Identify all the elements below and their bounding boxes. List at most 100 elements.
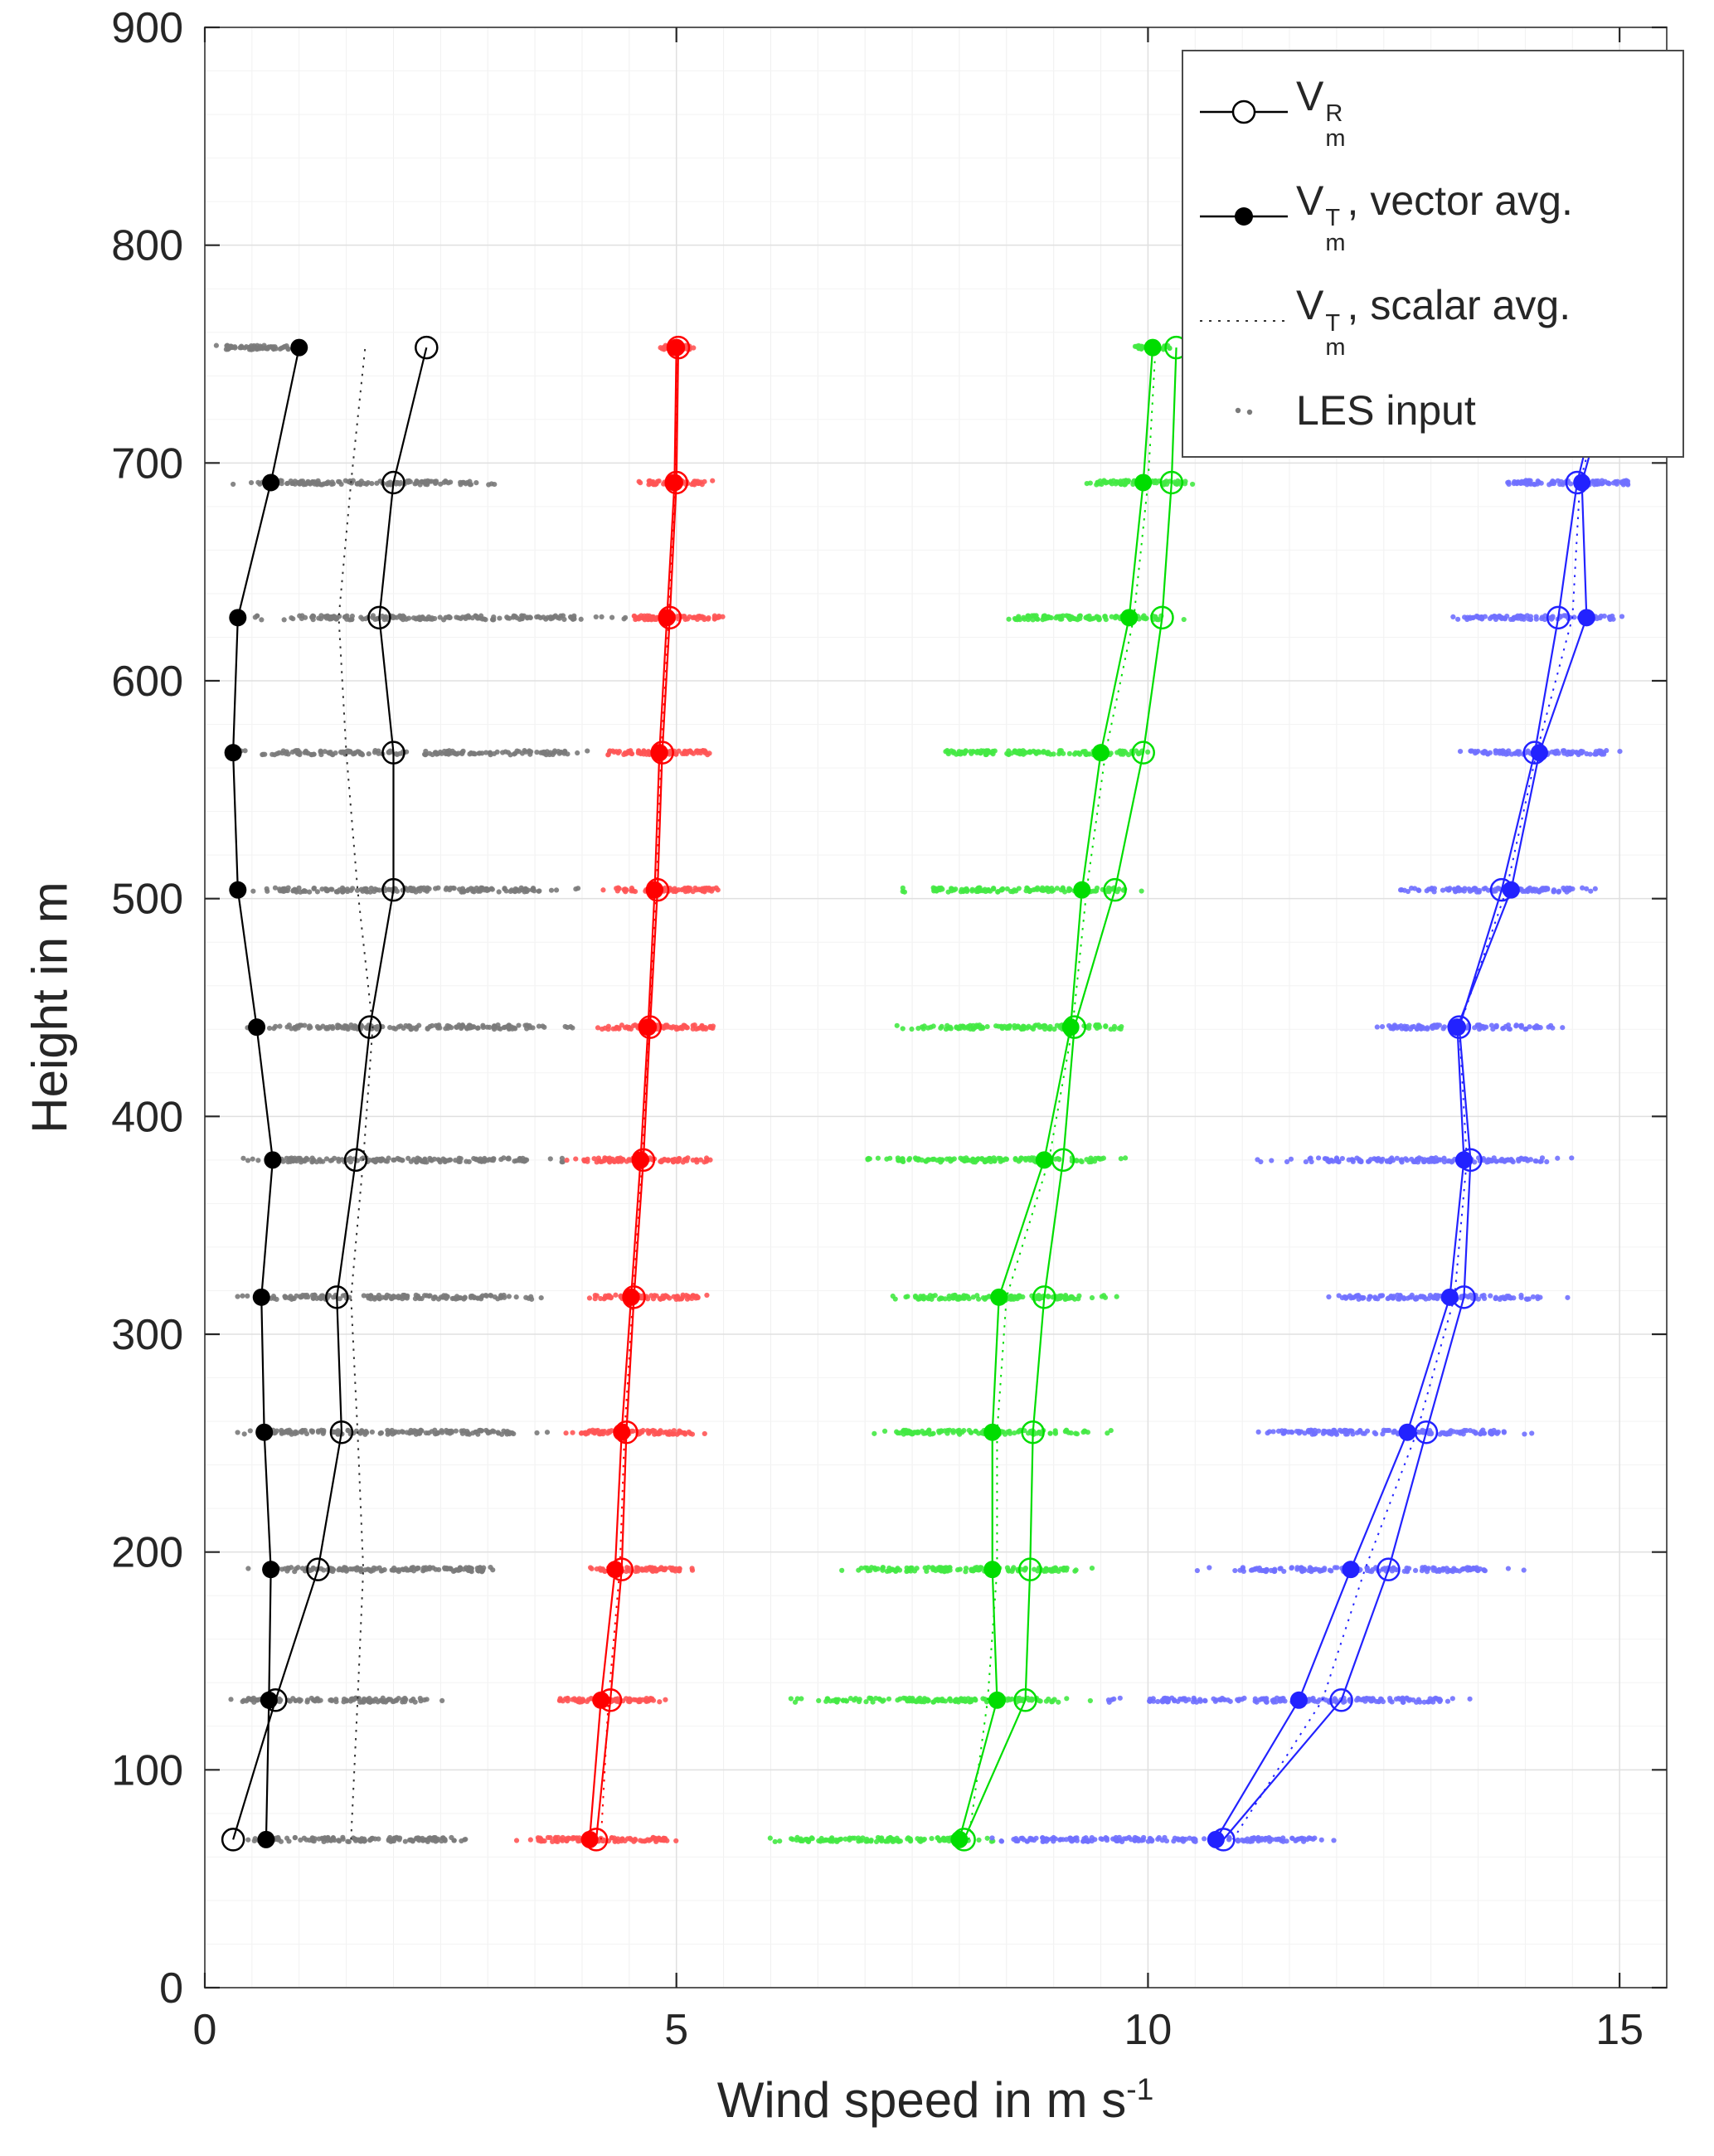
x-tick-label: 10 [1124, 2006, 1172, 2054]
marker-vmt-blue [1577, 609, 1595, 627]
marker-vmt-green [983, 1561, 1002, 1579]
y-tick-labels: 0 100 200 300 400 500 600 700 800 900 [111, 4, 183, 2013]
marker-vmt-black [224, 744, 242, 762]
y-tick-label: 800 [111, 222, 183, 270]
marker-vmr-black [306, 1557, 330, 1581]
marker-vmr-green [1017, 1557, 1042, 1581]
grid-major [205, 27, 1667, 1988]
marker-vmt-red [639, 1018, 658, 1037]
marker-vmt-blue [1573, 473, 1591, 492]
marker-vmt-green [1073, 881, 1091, 899]
marker-vmt-red [658, 609, 676, 627]
y-tick-label: 100 [111, 1746, 183, 1794]
marker-vmt-red [613, 1423, 631, 1441]
scatter-dots-icon [1198, 392, 1296, 429]
y-tick-label: 200 [111, 1529, 183, 1577]
marker-vmt-black [257, 1830, 275, 1848]
marker-vmr-black [415, 335, 439, 360]
marker-vmt-black [229, 881, 247, 899]
marker-vmt-blue [1398, 1423, 1416, 1441]
dotted-line-icon [1198, 303, 1296, 339]
filled-circle-line-icon [1198, 198, 1296, 235]
x-axis-label-text: Wind speed in m s [716, 2072, 1127, 2128]
marker-vmr-black [381, 470, 405, 495]
marker-vmr-black [367, 605, 391, 630]
x-tick-label: 15 [1595, 2006, 1644, 2054]
marker-vmt-green [1120, 609, 1139, 627]
marker-vmt-red [668, 338, 686, 357]
marker-vmt-green [1143, 338, 1162, 357]
y-tick-label: 600 [111, 658, 183, 706]
x-tick-label: 5 [664, 2006, 688, 2054]
open-circle-line-icon [1198, 94, 1296, 130]
marker-vmt-blue [1530, 744, 1548, 762]
marker-vmt-blue [1502, 881, 1520, 899]
marker-vmt-red [622, 1288, 640, 1306]
marker-vmr-green [1032, 1285, 1056, 1309]
marker-vmt-green [1061, 1018, 1080, 1037]
marker-vmr-red [666, 335, 691, 360]
axes [203, 26, 1668, 1989]
marker-vmt-blue [1207, 1830, 1225, 1848]
marker-vmr-blue [1377, 1557, 1401, 1581]
y-axis-label: Height in m [22, 881, 78, 1134]
marker-vmr-green [1131, 741, 1155, 765]
les-scatter-black [213, 342, 629, 1845]
marker-vmr-black [343, 1148, 368, 1173]
legend-label: LES input [1296, 386, 1476, 434]
marker-vmr-black [357, 1015, 382, 1039]
marker-vmt-red [631, 1151, 649, 1169]
profiles-blue [1207, 335, 1629, 1852]
marker-vmt-red [580, 1830, 599, 1848]
marker-vmt-green [950, 1830, 969, 1848]
marker-vmr-green [1021, 1420, 1045, 1445]
y-tick-label: 300 [111, 1311, 183, 1359]
marker-vmr-blue [1546, 605, 1571, 630]
marker-vmr-blue [1329, 1688, 1353, 1712]
marker-vmt-red [606, 1561, 624, 1579]
marker-vmr-black [381, 741, 405, 765]
marker-vmr-black [324, 1285, 349, 1309]
marker-vmt-blue [1342, 1561, 1360, 1579]
marker-vmt-blue [1448, 1018, 1466, 1037]
profiles-black [221, 335, 439, 1852]
profiles-red [580, 335, 691, 1852]
marker-vmr-green [1150, 605, 1174, 630]
marker-vmt-black [255, 1423, 274, 1441]
marker-vmr-green [1013, 1688, 1037, 1712]
marker-vmt-black [262, 1561, 280, 1579]
y-tick-label: 700 [111, 439, 183, 488]
marker-vmt-black [264, 1151, 282, 1169]
profiles-green [950, 335, 1188, 1852]
legend-subscript: m [1325, 125, 1346, 153]
les-scatter-green [767, 342, 1196, 1845]
marker-vmt-black [252, 1288, 270, 1306]
marker-vmt-green [1035, 1151, 1053, 1169]
marker-vmt-red [650, 744, 668, 762]
legend-subscript: m [1325, 230, 1346, 257]
x-tick-label: 0 [193, 2006, 217, 2054]
marker-vmt-green [983, 1423, 1002, 1441]
legend-row-les-input: LES input [1198, 386, 1668, 435]
marker-vmr-black [221, 1828, 245, 1852]
y-tick-label: 400 [111, 1093, 183, 1141]
marker-vmr-blue [1447, 1015, 1472, 1039]
y-tick-label: 900 [111, 4, 183, 52]
y-tick-label: 0 [159, 1964, 183, 2013]
marker-vmt-blue [1440, 1288, 1459, 1306]
marker-vmr-black [329, 1420, 354, 1445]
les-scatter-red [513, 342, 726, 1845]
x-tick-labels: 0 5 10 15 [193, 2006, 1644, 2054]
legend-superscript: T [1325, 309, 1341, 337]
marker-vmr-black [381, 877, 405, 902]
marker-vmt-black [262, 473, 280, 492]
marker-vmt-red [592, 1691, 610, 1709]
